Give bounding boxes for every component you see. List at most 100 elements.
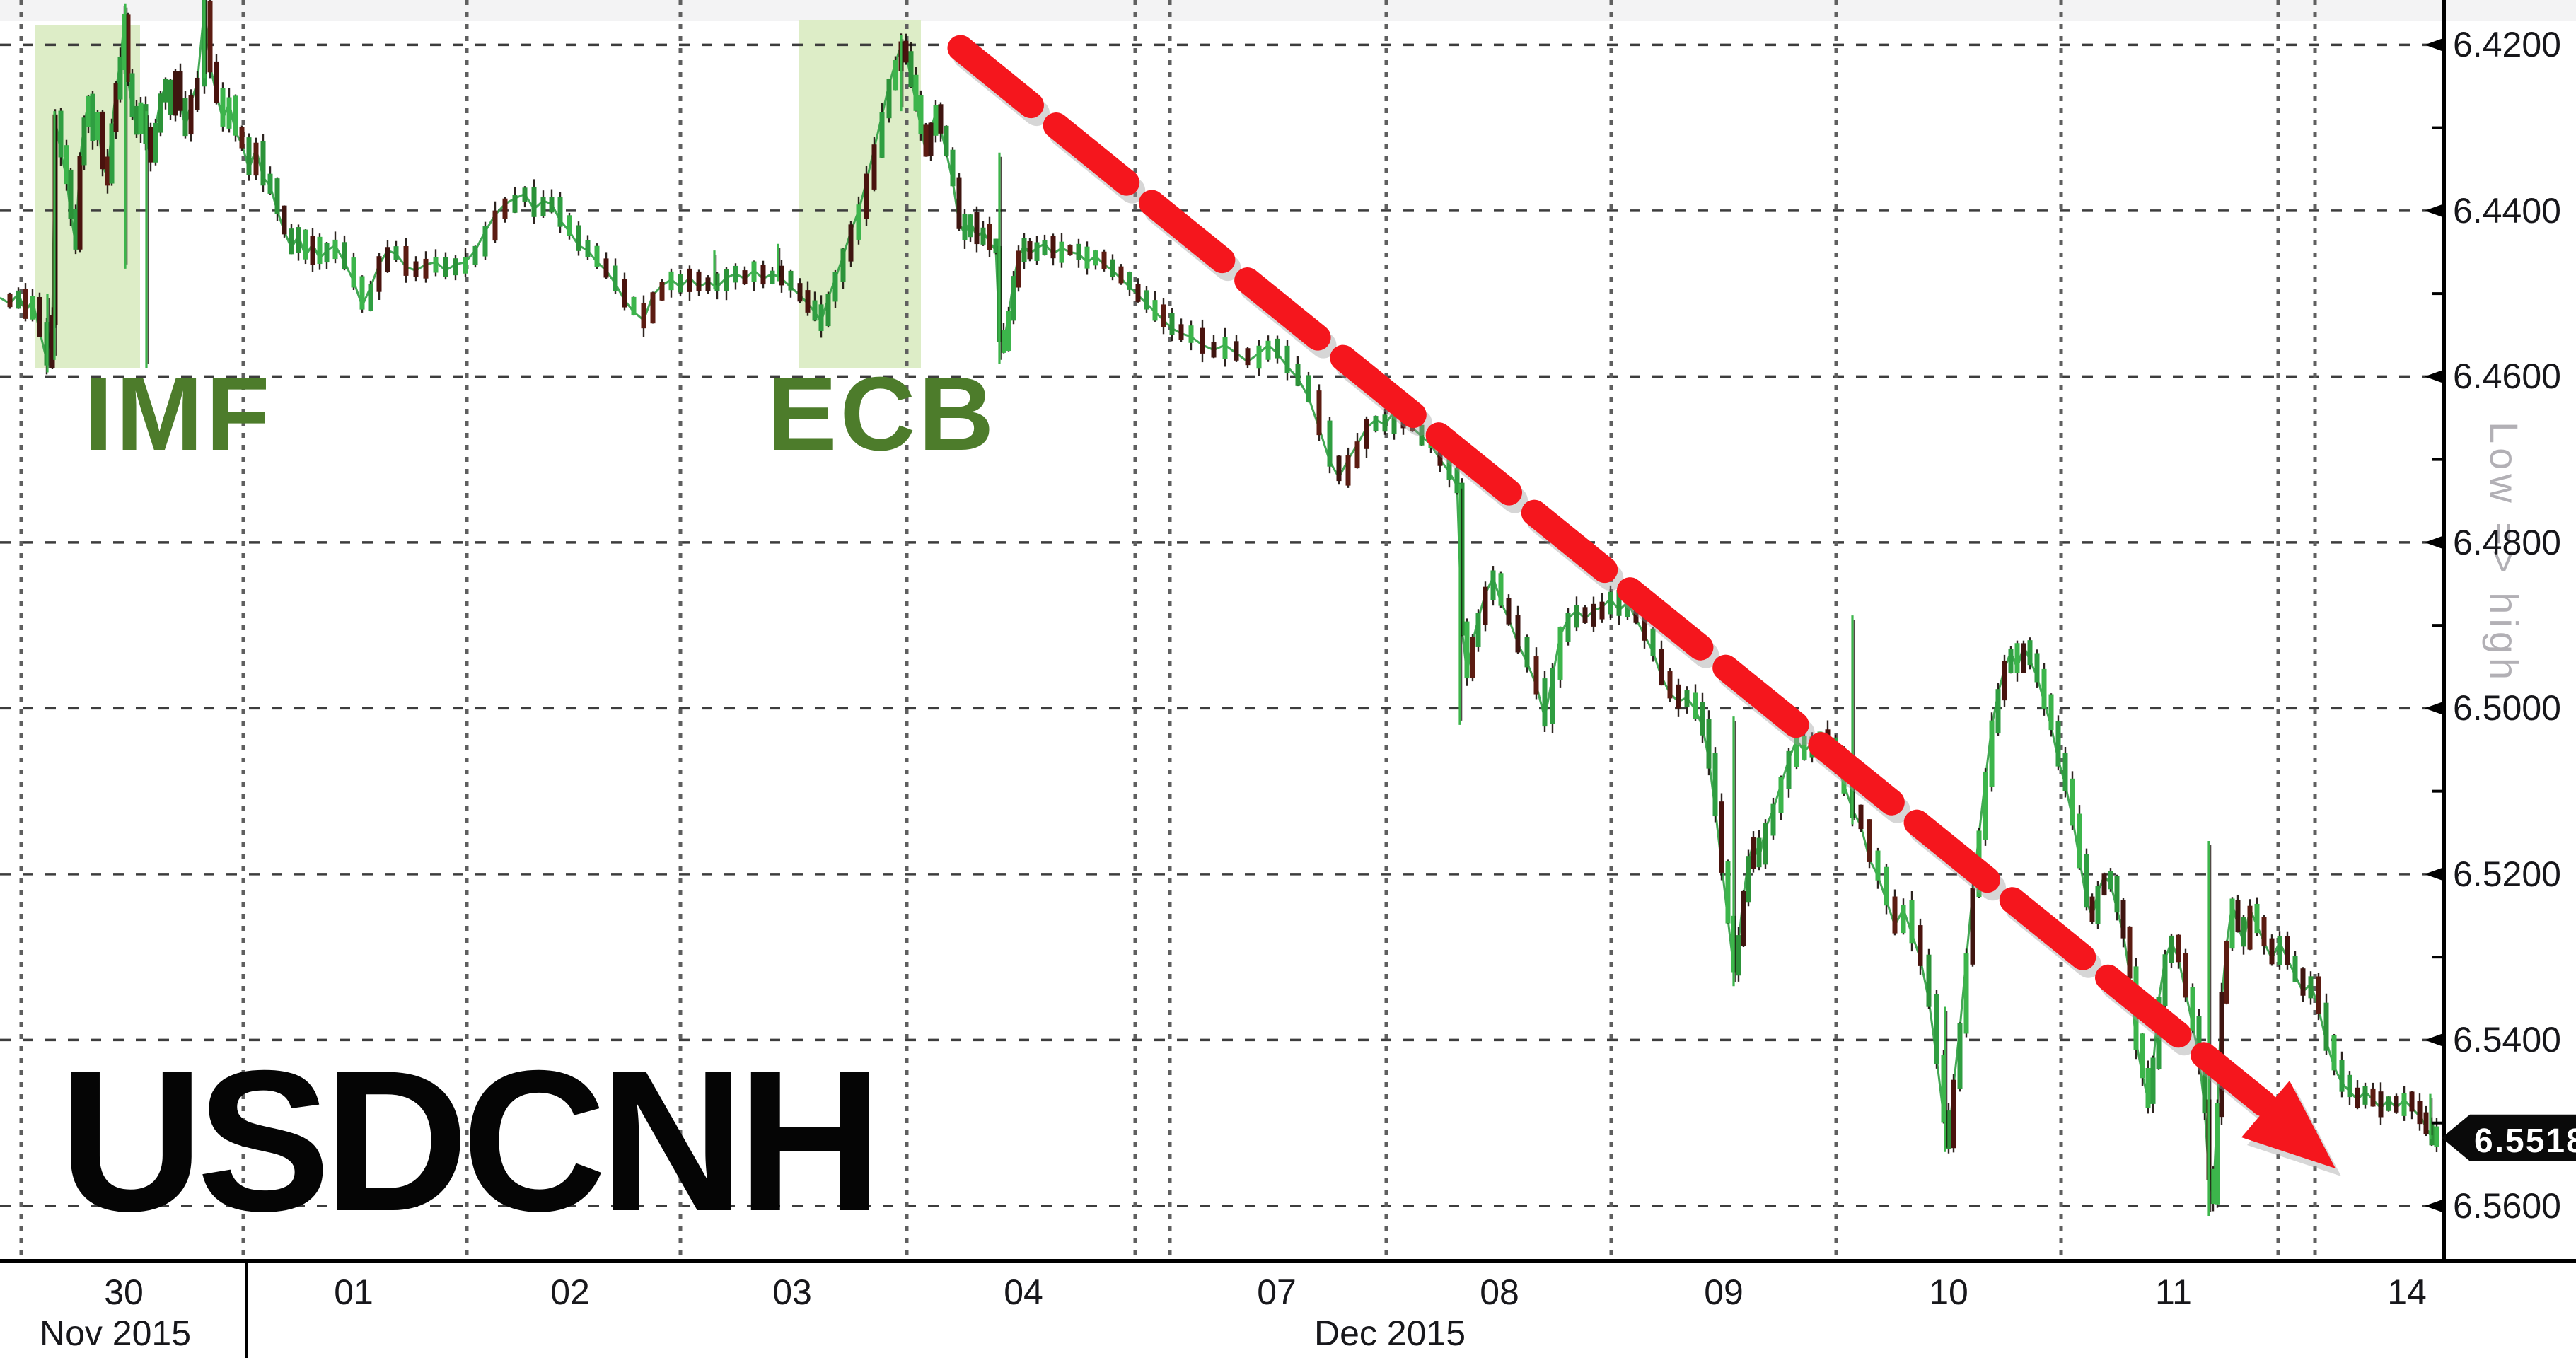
- candle-body: [359, 276, 365, 310]
- y-minor-tick: [2432, 126, 2444, 129]
- candle-body: [1391, 404, 1397, 434]
- candle-body: [453, 258, 458, 276]
- candle-body: [2285, 936, 2290, 965]
- candle-body: [724, 269, 729, 291]
- candle-body: [2002, 661, 2007, 701]
- candle-body: [16, 290, 21, 309]
- candle-body: [1016, 250, 1021, 288]
- candle-body: [37, 296, 42, 337]
- candle-body: [980, 227, 986, 245]
- last-price-badge: [2442, 1114, 2576, 1161]
- candle-body: [1234, 341, 1239, 361]
- candle-body: [173, 71, 178, 116]
- candle-body: [2241, 917, 2246, 947]
- candle-body: [805, 290, 811, 313]
- y-tick-label: 6.5000: [2453, 688, 2561, 729]
- candle-body: [1382, 414, 1388, 432]
- x-tick-label: 09: [1704, 1272, 1744, 1312]
- candle-body: [95, 112, 100, 141]
- candle-body: [956, 177, 962, 229]
- x-tick-label: 03: [772, 1272, 812, 1312]
- candle-body: [58, 110, 64, 158]
- candle-body: [158, 93, 163, 133]
- candle-body: [1802, 736, 1807, 760]
- candle-body: [134, 105, 139, 135]
- x-tick-label: 08: [1480, 1272, 1519, 1312]
- candle-body: [138, 102, 144, 134]
- candle-body: [463, 257, 468, 274]
- month-separator-line: [245, 1263, 248, 1358]
- candle-body: [2196, 1016, 2202, 1067]
- candle-body: [2269, 938, 2275, 965]
- candle-body: [153, 122, 158, 163]
- candle-body: [567, 215, 572, 236]
- candle-body: [1599, 601, 1605, 620]
- candle-body: [1265, 340, 1271, 360]
- candle-body: [1659, 649, 1664, 686]
- candle-body: [1746, 856, 1751, 903]
- candle-body: [1110, 259, 1115, 277]
- candle-body: [1995, 689, 2001, 734]
- candle-body: [2162, 954, 2168, 1006]
- candle-body: [2077, 813, 2082, 869]
- candle-body: [303, 229, 308, 260]
- candle-body: [832, 272, 838, 302]
- candle-body: [1506, 598, 1512, 625]
- candle-body: [2041, 668, 2047, 709]
- x-tick-label: 01: [334, 1272, 373, 1312]
- y-major-tick-arrow: [2425, 866, 2444, 881]
- candle-body: [2229, 898, 2235, 949]
- y-tick-label: 6.4800: [2453, 522, 2561, 562]
- candle-body: [923, 124, 929, 157]
- candle-body: [879, 112, 885, 158]
- candle-body: [1608, 591, 1613, 615]
- candle-body: [1901, 905, 1906, 934]
- candle-body: [30, 296, 35, 320]
- candle-body: [2145, 1068, 2151, 1108]
- month-label: Dec 2015: [1313, 1313, 1466, 1353]
- candle-body: [2409, 1091, 2415, 1112]
- candle-body: [1336, 455, 1342, 482]
- candle-body: [1490, 570, 1496, 600]
- candle-body: [668, 271, 674, 291]
- candle-body: [908, 51, 914, 88]
- annotation-ecb-label: ECB: [767, 356, 997, 472]
- candle-body: [2169, 935, 2174, 963]
- candle-body: [1533, 656, 1539, 695]
- candle-body: [2347, 1074, 2352, 1098]
- candle-body: [1256, 345, 1262, 369]
- candle-body: [903, 40, 909, 63]
- candle-body: [1778, 777, 1784, 813]
- candle-body: [933, 105, 939, 136]
- candle-body: [332, 239, 338, 260]
- candle-body: [113, 83, 119, 132]
- candle-body: [1770, 803, 1776, 836]
- candle-body: [68, 169, 74, 219]
- candle-body: [1188, 325, 1194, 343]
- candle-body: [2423, 1112, 2429, 1134]
- candle-body: [1700, 702, 1705, 736]
- x-axis-line: [0, 1259, 2576, 1263]
- candle-body: [678, 274, 683, 293]
- candle-body: [1011, 276, 1016, 321]
- candle-body: [2089, 896, 2095, 922]
- candle-body: [944, 125, 949, 156]
- candle-body: [1946, 1110, 1951, 1149]
- candle-body: [226, 97, 232, 129]
- candle-body: [1591, 603, 1596, 627]
- candle-body: [2008, 649, 2014, 673]
- candle-body: [2370, 1088, 2376, 1107]
- candle-body: [1763, 823, 1768, 865]
- candle-body: [1909, 900, 1915, 944]
- candle-body: [962, 214, 968, 240]
- annotation-imf-label: IMF: [83, 356, 273, 472]
- y-tick-label: 6.4600: [2453, 356, 2561, 397]
- candle-body: [1178, 324, 1184, 340]
- candle-body: [1354, 441, 1360, 469]
- candle-body: [2401, 1093, 2407, 1116]
- candle-body: [1093, 250, 1098, 266]
- y-major-tick-arrow: [2425, 1198, 2444, 1213]
- candle-body: [2254, 903, 2260, 934]
- candle-body: [540, 197, 546, 216]
